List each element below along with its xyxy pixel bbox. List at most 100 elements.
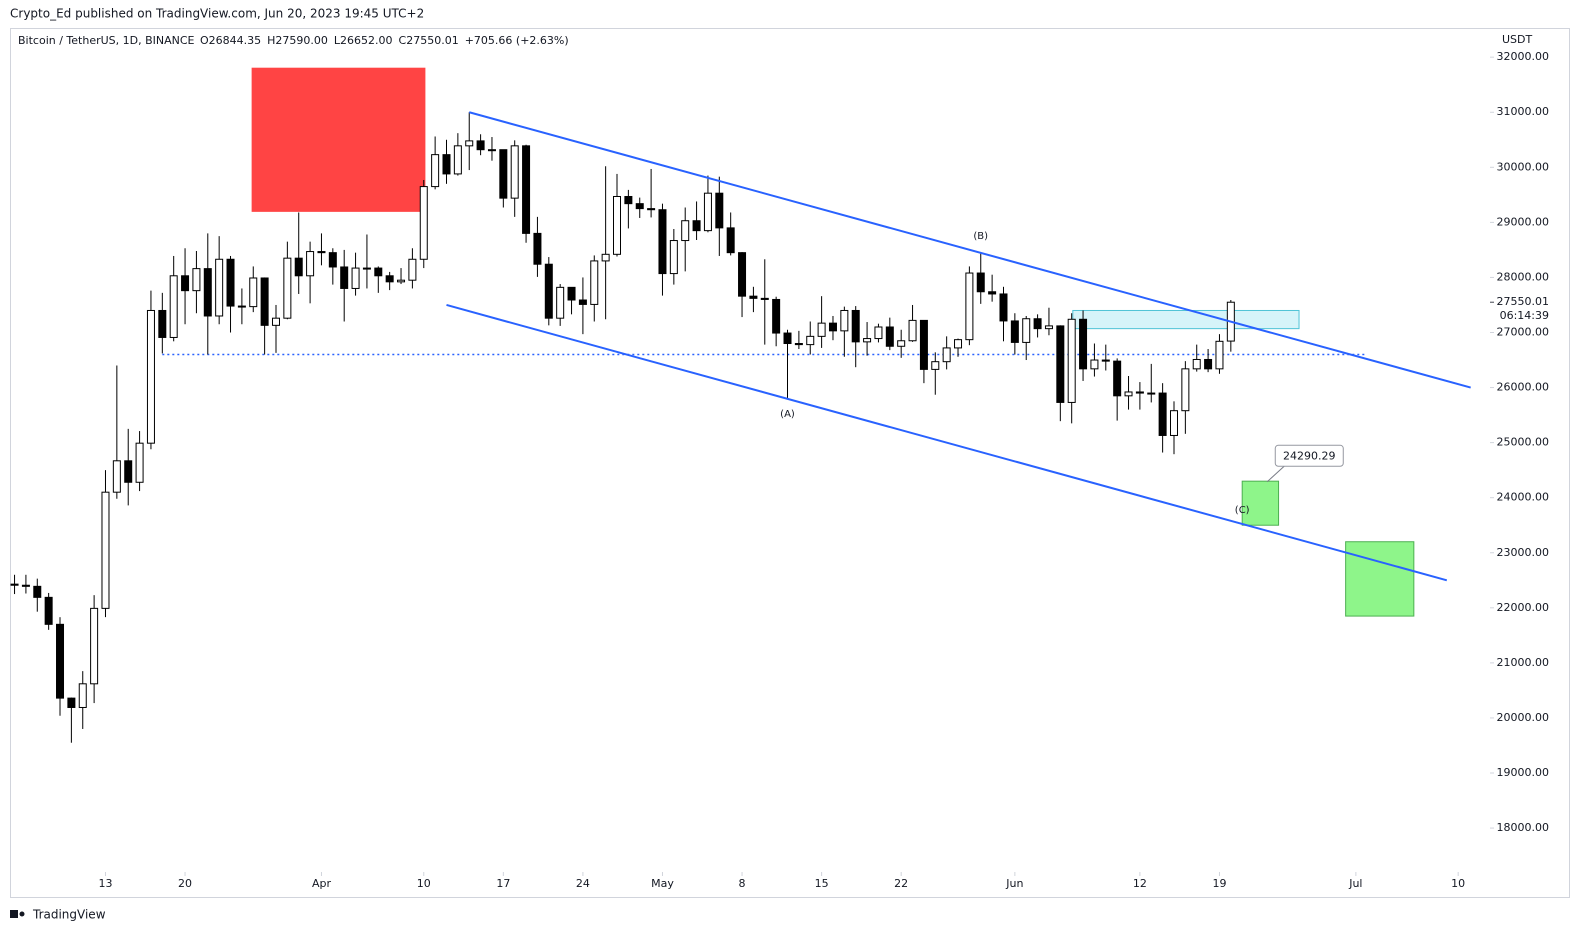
candle-body xyxy=(351,267,360,289)
x-tick-label: 24 xyxy=(576,877,590,890)
x-tick-label: 17 xyxy=(496,877,510,890)
candle-body xyxy=(954,339,963,349)
x-tick-label: 20 xyxy=(178,877,192,890)
candle-body xyxy=(669,240,678,275)
candle-body xyxy=(908,319,917,342)
candle-body xyxy=(942,347,951,363)
candle-body xyxy=(1113,360,1122,397)
y-tick-label: 19000.00 xyxy=(1497,766,1550,779)
y-tick-label: 18000.00 xyxy=(1497,821,1550,834)
candle-body xyxy=(806,335,815,346)
candle-body xyxy=(863,338,872,343)
candle-body xyxy=(1215,340,1224,370)
candle-body xyxy=(476,140,485,151)
candle-body xyxy=(988,291,997,295)
candle-body xyxy=(749,295,758,299)
candle-body xyxy=(874,326,883,340)
candle-body xyxy=(624,195,633,205)
candle-body xyxy=(772,298,781,334)
currency: USDT xyxy=(1502,33,1533,46)
candle-body xyxy=(931,361,940,370)
wave-label: (A) xyxy=(780,409,795,420)
candle-body xyxy=(1192,358,1201,370)
candle-body xyxy=(760,297,769,300)
candle-body xyxy=(135,442,144,483)
y-tick-label: 29000.00 xyxy=(1497,215,1550,228)
candle-body xyxy=(1022,318,1031,343)
y-tick-label: 23000.00 xyxy=(1497,546,1550,559)
candle-body xyxy=(726,227,735,254)
candle-body xyxy=(101,491,110,609)
candle-body xyxy=(919,319,928,370)
callout-text: 24290.29 xyxy=(1283,449,1336,462)
candle-body xyxy=(90,607,99,685)
y-tick-label: 31000.00 xyxy=(1497,105,1550,118)
candle-body xyxy=(408,258,417,281)
zone-box xyxy=(251,67,426,212)
y-tick-label: 27000.00 xyxy=(1497,326,1550,339)
x-tick-label: Apr xyxy=(312,877,332,890)
x-tick-label: Jun xyxy=(1005,877,1023,890)
candle-body xyxy=(1135,391,1144,394)
candle-body xyxy=(306,251,315,277)
last-price-label: 27550.01 xyxy=(1497,295,1550,308)
countdown: 06:14:39 xyxy=(1500,309,1549,322)
candle-body xyxy=(237,305,246,308)
candle-body xyxy=(828,322,837,332)
candle-body xyxy=(181,275,190,292)
callout-box xyxy=(1274,444,1344,467)
wave-label: (C) xyxy=(1235,505,1250,516)
legend-value: L26652.00 xyxy=(334,34,393,47)
candle-body xyxy=(124,460,133,483)
candle-body xyxy=(658,209,667,275)
y-tick-label: 32000.00 xyxy=(1497,50,1550,63)
candle-body xyxy=(419,186,428,260)
candle-body xyxy=(1090,359,1099,370)
x-tick-label: 22 xyxy=(894,877,908,890)
candle-body xyxy=(385,275,394,283)
x-tick-label: 15 xyxy=(815,877,829,890)
candle-body xyxy=(56,623,65,699)
candle-body xyxy=(78,683,87,708)
candle-body xyxy=(317,251,326,254)
candle-body xyxy=(33,585,42,598)
y-tick-label: 22000.00 xyxy=(1497,601,1550,614)
candle-body xyxy=(817,322,826,337)
candle-body xyxy=(442,154,451,175)
x-tick-label: 8 xyxy=(739,877,746,890)
candle-body xyxy=(738,252,747,297)
candle-body xyxy=(681,220,690,242)
candle-body xyxy=(1204,358,1213,370)
candle-body xyxy=(271,317,280,326)
candle-body xyxy=(794,343,803,346)
y-tick-label: 30000.00 xyxy=(1497,160,1550,173)
candle-body xyxy=(715,192,724,229)
candle-body xyxy=(1010,320,1019,343)
candle-body xyxy=(112,460,121,493)
candle-body xyxy=(44,596,53,625)
symbol: Bitcoin / TetherUS, 1D, BINANCE xyxy=(18,34,195,47)
logo xyxy=(10,910,25,918)
candle-body xyxy=(294,257,303,277)
candle-body xyxy=(169,275,178,338)
legend-value: +705.66 (+2.63%) xyxy=(465,34,569,47)
candle-body xyxy=(215,258,224,317)
candle-body xyxy=(465,140,474,147)
candle-body xyxy=(1124,391,1133,397)
y-tick-label: 21000.00 xyxy=(1497,656,1550,669)
candle-body xyxy=(1079,318,1088,370)
zone-box xyxy=(1241,480,1280,526)
byline: Crypto_Ed published on TradingView.com, … xyxy=(10,7,424,21)
x-tick-label: 19 xyxy=(1212,877,1226,890)
candle-body xyxy=(249,277,258,308)
candle-body xyxy=(260,277,269,326)
candle-body xyxy=(1158,392,1167,436)
y-tick-label: 25000.00 xyxy=(1497,436,1550,449)
candle-body xyxy=(601,253,610,262)
zone-box xyxy=(1345,541,1415,617)
candle-body xyxy=(840,309,849,332)
x-tick-label: Jul xyxy=(1348,877,1362,890)
candle-body xyxy=(226,258,235,307)
candle-body xyxy=(885,326,894,347)
candle-body xyxy=(703,192,712,232)
